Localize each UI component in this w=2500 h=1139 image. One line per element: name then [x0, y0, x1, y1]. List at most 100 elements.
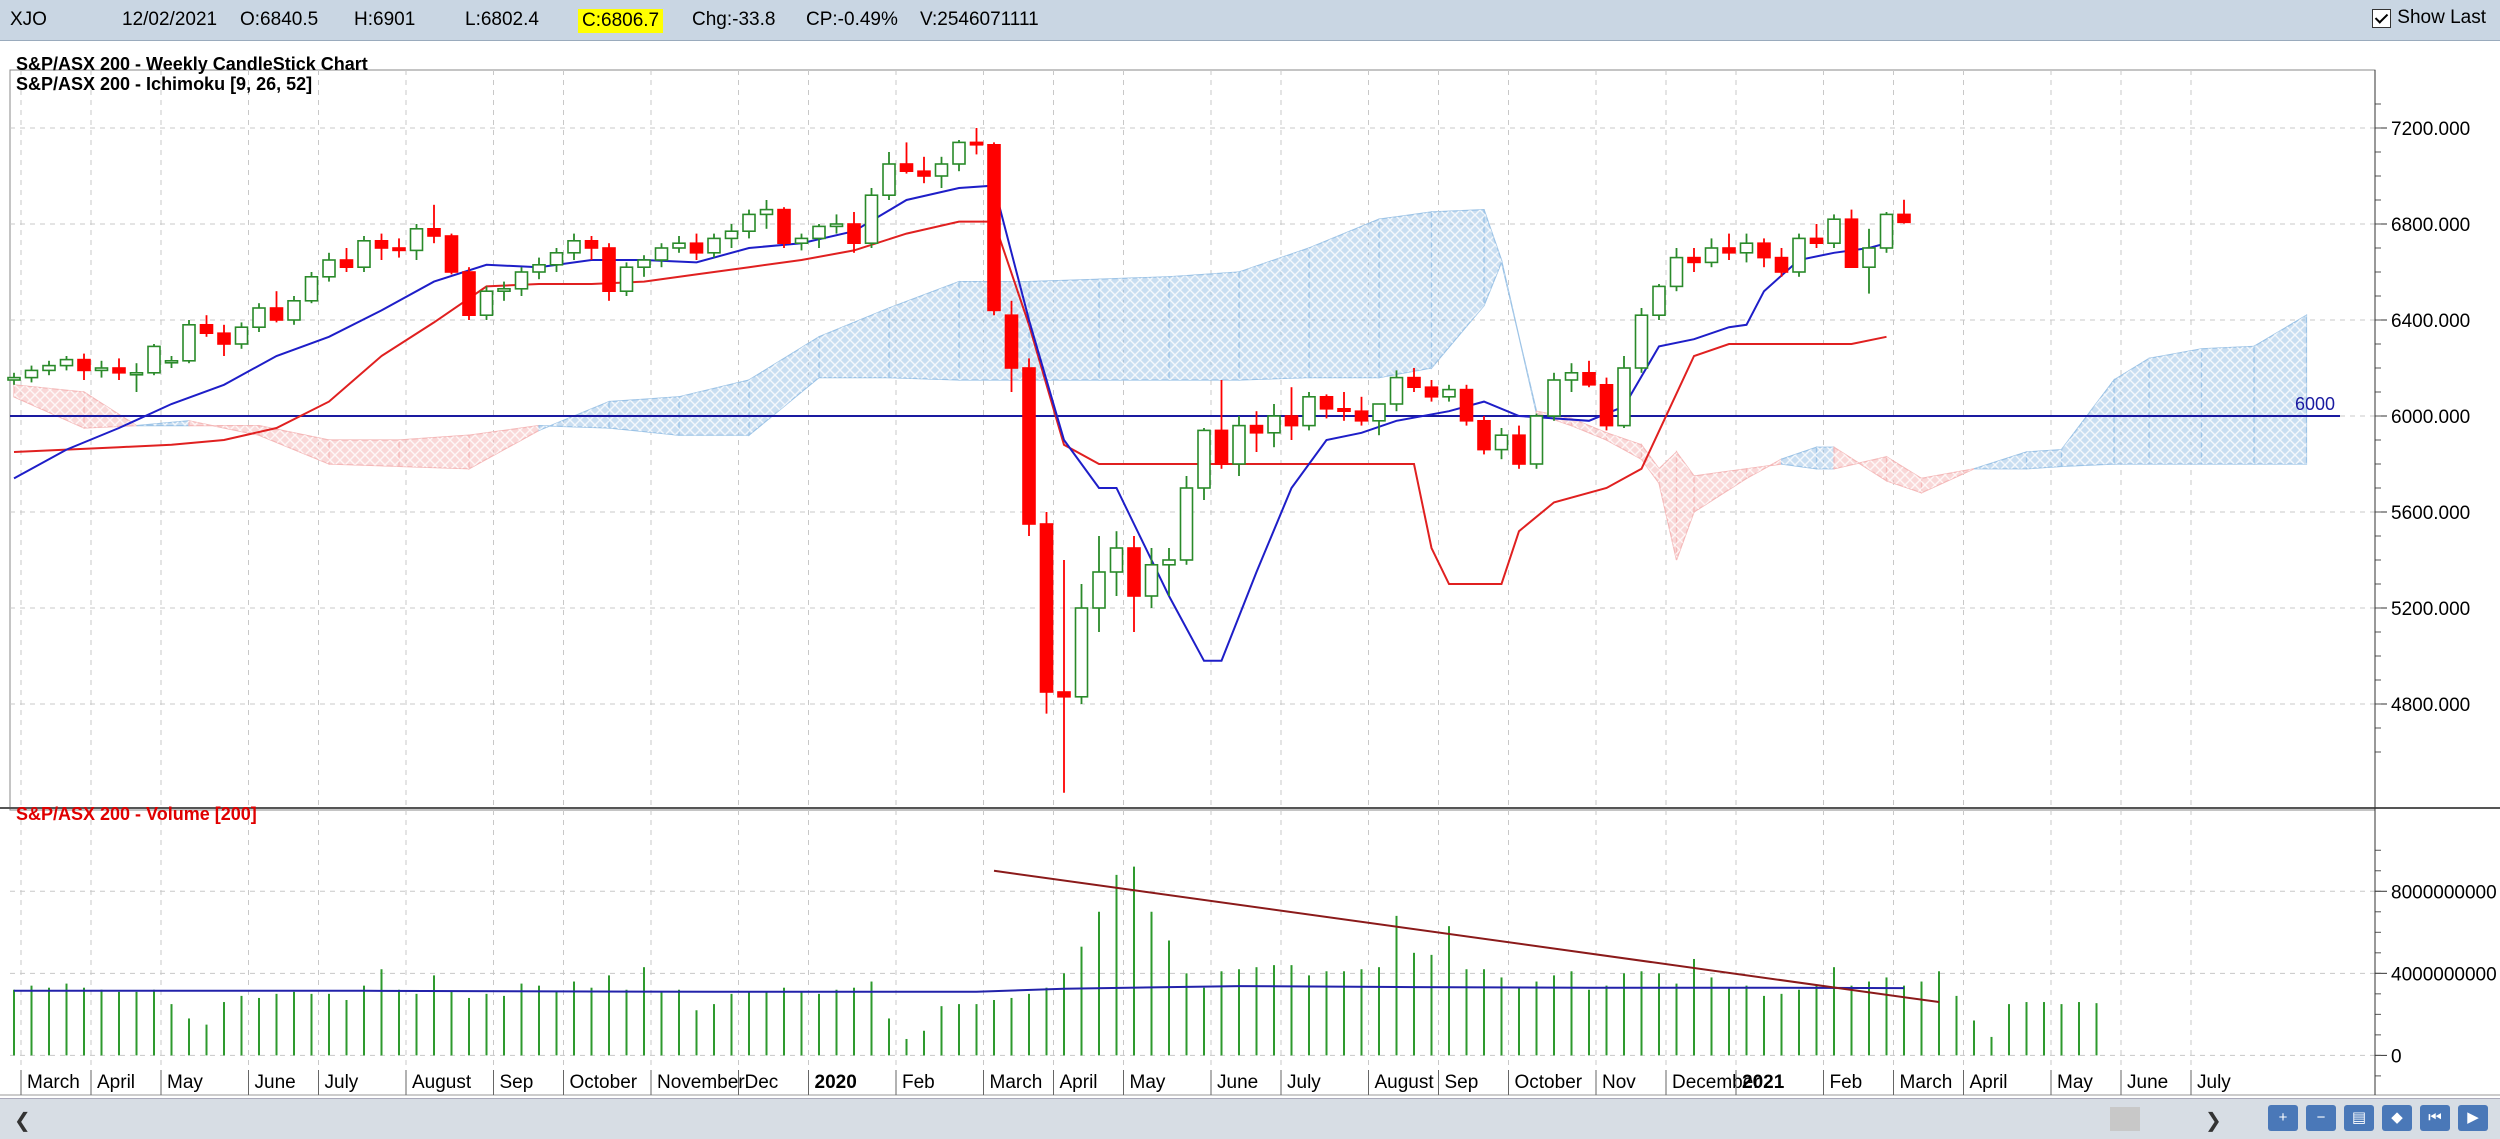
time-tick-label: August — [412, 1072, 472, 1093]
cloud-hatch-segment — [1029, 279, 1099, 380]
candle — [1494, 428, 1509, 460]
candle-body — [392, 247, 406, 252]
indicator-lines — [13, 184, 1887, 662]
cloud-hatch-segment — [1484, 209, 1502, 306]
candle-body — [1652, 285, 1666, 316]
candle-body — [1319, 395, 1334, 410]
candle — [1319, 394, 1334, 419]
chart-scrollbar[interactable]: ❮ ❯ + − ▤ ◆ ⏮ ▶ — [0, 1098, 2500, 1139]
candle — [199, 315, 214, 337]
chevron-right-icon[interactable]: ❯ — [2205, 1110, 2222, 1132]
candle — [759, 200, 774, 229]
candle-body — [42, 364, 56, 372]
candle — [777, 207, 791, 248]
cloud-hatch-segment — [399, 435, 469, 469]
high-value: H:6901 — [354, 9, 416, 30]
candle-body — [514, 271, 529, 290]
candle — [77, 353, 91, 380]
candle-body — [217, 332, 231, 345]
time-tick-label: November — [657, 1072, 745, 1093]
candle-body — [969, 141, 984, 146]
candle — [1074, 584, 1089, 704]
candle — [1372, 403, 1386, 436]
candle — [1879, 212, 1894, 253]
candle — [1512, 425, 1526, 469]
candle — [479, 286, 494, 320]
candle — [1302, 392, 1316, 431]
chart-area[interactable]: 6000 4800.000 5200.000 5600.000 6000.000 640… — [0, 40, 2500, 1098]
candle-body — [1897, 213, 1911, 224]
price-tick-label: 7200.000 — [2391, 119, 2470, 140]
cloud-hatch-segment — [889, 281, 959, 380]
candle — [1704, 238, 1719, 268]
zoom-in-icon[interactable]: + — [2268, 1105, 2298, 1131]
candle — [514, 267, 529, 296]
candle-body — [1109, 547, 1124, 573]
chevron-left-icon[interactable]: ❮ — [14, 1110, 31, 1132]
candle — [1599, 377, 1614, 431]
export-icon[interactable]: ▤ — [2344, 1105, 2374, 1131]
first-page-icon[interactable]: ⏮ — [2420, 1105, 2450, 1131]
candle — [567, 233, 581, 260]
candle — [637, 255, 651, 277]
candle-body — [1057, 691, 1071, 698]
candle-body — [24, 369, 39, 379]
cloud-hatch-segment — [1239, 248, 1309, 380]
next-page-icon[interactable]: ▶ — [2458, 1105, 2488, 1131]
candle — [742, 209, 756, 239]
cloud-hatch-segment — [2254, 315, 2307, 464]
time-tick-label: July — [325, 1072, 359, 1093]
price-tick-label: 6400.000 — [2391, 311, 2470, 332]
fit-icon[interactable]: ◆ — [2382, 1105, 2412, 1131]
candle-body — [1582, 371, 1596, 386]
candle-body — [1512, 434, 1526, 465]
show-last-checkbox[interactable] — [2372, 8, 2392, 28]
zoom-out-icon[interactable]: − — [2306, 1105, 2336, 1131]
time-tick-label: Feb — [1830, 1072, 1863, 1093]
candle — [1757, 238, 1771, 268]
candle-body — [1879, 213, 1894, 249]
candle-body — [199, 323, 214, 334]
candle — [1162, 548, 1176, 596]
show-last-toggle[interactable]: Show Last — [2372, 7, 2486, 29]
candle-body — [497, 288, 511, 293]
candle-body — [444, 235, 459, 273]
candle-body — [1179, 487, 1194, 561]
candle — [1442, 384, 1456, 402]
open-value: O:6840.5 — [240, 9, 319, 30]
candle-body — [777, 208, 791, 245]
candle-body — [1389, 376, 1404, 405]
quote-toolbar: XJO 12/02/2021 O:6840.5 H:6901 L:6802.4 … — [0, 0, 2500, 41]
candle — [1337, 392, 1351, 421]
candle-body — [899, 163, 914, 172]
cloud-hatch-segment — [749, 336, 819, 436]
candle-body — [1284, 415, 1299, 427]
cloud-hatch-segment — [1816, 447, 1834, 469]
candle — [882, 152, 896, 200]
time-tick-label: April — [97, 1072, 135, 1093]
candle — [322, 252, 336, 282]
candle — [287, 296, 301, 325]
candle — [497, 281, 511, 301]
candle-body — [1774, 256, 1789, 273]
cloud-hatch-segment — [1099, 276, 1169, 380]
cloud-hatch-segment — [1676, 452, 1694, 560]
price-tick-label: 6800.000 — [2391, 215, 2470, 236]
candle-body — [1232, 424, 1246, 465]
candle — [1459, 384, 1474, 426]
candle — [794, 233, 809, 251]
candle — [899, 142, 914, 174]
horizontal-line: 6000 — [10, 394, 2340, 417]
candle-body — [252, 307, 266, 329]
time-tick-label: March — [27, 1072, 80, 1093]
symbol-label: XJO — [10, 9, 47, 30]
scroll-thumb[interactable] — [2110, 1107, 2140, 1131]
candle-body — [812, 225, 826, 240]
candle-body — [269, 307, 284, 321]
candle-body — [742, 213, 756, 232]
candle — [182, 320, 196, 364]
candle-body — [602, 247, 616, 293]
candle-body — [1267, 415, 1281, 434]
candle — [1652, 284, 1666, 320]
candle — [707, 233, 721, 258]
